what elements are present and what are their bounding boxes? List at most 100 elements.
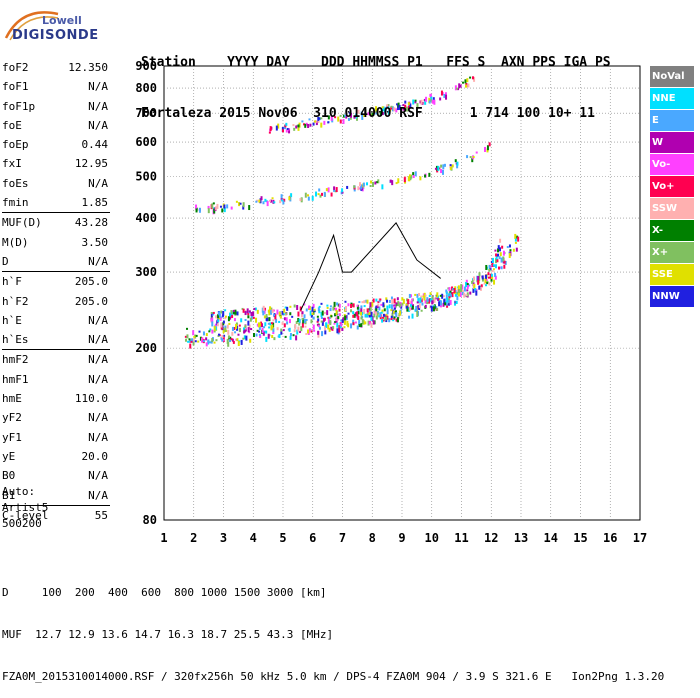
echo-mark xyxy=(327,115,330,120)
echo-mark xyxy=(242,327,245,331)
param-value: 12.350 xyxy=(68,61,108,74)
echo-mark xyxy=(494,258,497,264)
param-value: 43.28 xyxy=(74,216,108,230)
echo-mark xyxy=(337,116,340,122)
echo-mark xyxy=(224,309,227,312)
echo-mark xyxy=(340,319,343,322)
echo-mark xyxy=(371,112,374,116)
echo-mark xyxy=(409,304,412,310)
echo-mark xyxy=(456,291,459,295)
echo-mark xyxy=(192,341,195,346)
echo-mark xyxy=(424,304,427,308)
echo-mark xyxy=(318,305,321,308)
param-value: N/A xyxy=(88,488,108,502)
echo-mark xyxy=(423,295,426,301)
echo-mark xyxy=(227,329,230,335)
echo-mark xyxy=(272,328,275,333)
echo-mark xyxy=(391,180,394,186)
echo-mark xyxy=(401,297,404,301)
echo-mark xyxy=(408,315,411,319)
echo-mark xyxy=(341,191,344,194)
echo-mark xyxy=(439,97,442,101)
x-tick-label: 9 xyxy=(398,531,405,545)
echo-mark xyxy=(383,308,386,312)
echo-mark xyxy=(489,273,492,279)
echo-mark xyxy=(278,320,281,323)
echo-mark xyxy=(326,310,329,316)
echo-mark xyxy=(382,106,385,112)
echo-mark xyxy=(227,316,230,322)
echo-mark xyxy=(386,309,389,315)
echo-mark xyxy=(240,318,243,323)
echo-mark xyxy=(404,100,407,104)
echo-mark xyxy=(315,121,318,126)
param-value: N/A xyxy=(88,411,108,425)
panel-separator xyxy=(2,349,110,351)
echo-mark xyxy=(356,325,359,330)
echo-mark xyxy=(466,287,469,290)
echo-mark xyxy=(514,241,517,244)
echo-mark xyxy=(499,238,502,243)
echo-mark xyxy=(375,110,378,113)
echo-mark xyxy=(367,112,370,116)
echo-mark xyxy=(222,320,225,324)
echo-mark xyxy=(289,333,292,337)
echo-mark xyxy=(347,312,350,315)
echo-mark xyxy=(407,102,410,106)
echo-mark xyxy=(318,117,321,120)
echo-mark xyxy=(376,110,379,113)
echo-mark xyxy=(406,306,409,312)
echo-mark xyxy=(311,306,314,312)
echo-mark xyxy=(320,302,323,305)
echo-mark xyxy=(443,163,446,167)
echo-mark xyxy=(317,330,320,335)
echo-mark xyxy=(491,270,494,273)
echo-mark xyxy=(475,288,478,291)
echo-mark xyxy=(491,262,494,267)
echo-mark xyxy=(230,206,233,210)
x-tick-label: 14 xyxy=(544,531,558,545)
echo-mark xyxy=(401,302,404,306)
echo-mark xyxy=(409,175,412,181)
echo-mark xyxy=(212,313,215,316)
echo-mark xyxy=(481,275,484,280)
echo-mark xyxy=(495,264,498,269)
echo-mark xyxy=(420,99,423,105)
echo-mark xyxy=(317,318,320,322)
echo-mark xyxy=(258,199,261,203)
echo-mark xyxy=(220,322,223,328)
echo-mark xyxy=(414,101,417,104)
echo-mark xyxy=(270,322,273,325)
echo-mark xyxy=(305,122,308,126)
echo-mark xyxy=(442,295,445,298)
echo-mark xyxy=(310,329,313,332)
param-row-9: M(D) 3.50 xyxy=(2,233,108,252)
echo-mark xyxy=(399,310,402,316)
echo-mark xyxy=(352,303,355,308)
echo-mark xyxy=(265,314,268,319)
echo-mark xyxy=(222,310,225,316)
echo-mark xyxy=(321,331,324,337)
echo-mark xyxy=(207,205,210,209)
echo-mark xyxy=(452,288,455,291)
echo-mark xyxy=(446,297,449,303)
echo-mark xyxy=(322,317,325,322)
x-tick-label: 2 xyxy=(190,531,197,545)
echo-mark xyxy=(268,326,271,329)
echo-mark xyxy=(325,188,328,192)
echo-mark xyxy=(465,294,468,297)
echo-mark xyxy=(377,303,380,307)
echo-mark xyxy=(221,334,224,338)
echo-mark xyxy=(379,110,382,116)
echo-mark xyxy=(397,178,400,184)
echo-mark xyxy=(210,312,213,315)
echo-mark xyxy=(254,307,257,311)
echo-mark xyxy=(333,322,336,325)
echo-mark xyxy=(396,317,399,323)
echo-mark xyxy=(324,330,327,335)
param-label: foF2 xyxy=(2,61,29,74)
y-tick-label: 200 xyxy=(135,341,157,355)
echo-mark xyxy=(195,204,198,210)
echo-mark xyxy=(502,250,505,256)
echo-mark xyxy=(369,302,372,308)
